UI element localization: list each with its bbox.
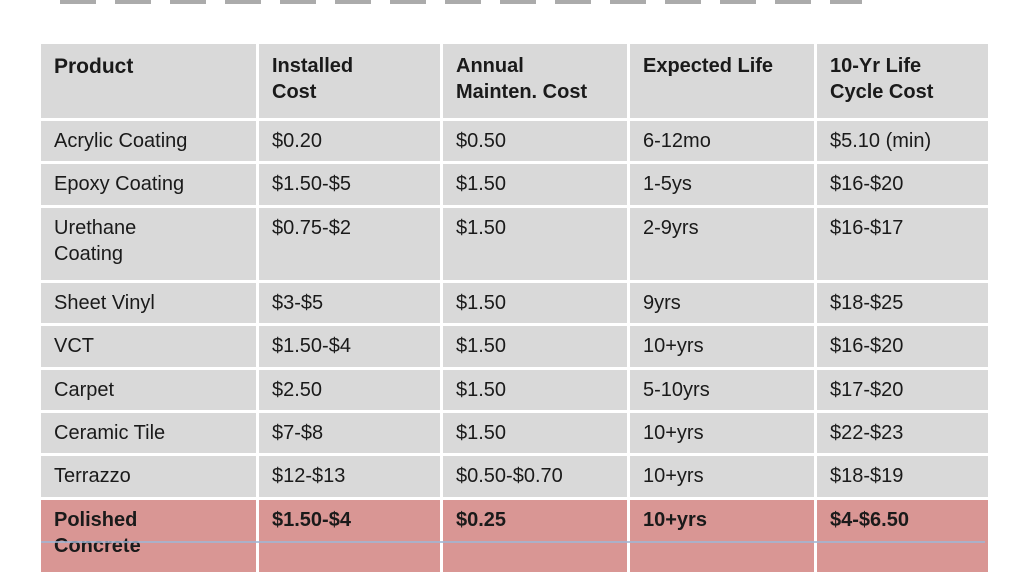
product-name-cell: Epoxy Coating	[38, 161, 259, 208]
value-cell: $1.50	[440, 366, 630, 413]
product-name-cell: Carpet	[38, 366, 259, 413]
value-cell: $18-$25	[814, 279, 991, 327]
value-cell: $12-$13	[256, 453, 443, 500]
table-row-sheet-vinyl: Sheet Vinyl $3-$5 $1.50 9yrs $18-$25	[38, 279, 991, 327]
value-cell: $1.50	[440, 204, 630, 283]
value-cell: $22-$23	[814, 409, 991, 457]
value-cell: $16-$17	[814, 204, 991, 283]
table-row-terrazzo: Terrazzo $12-$13 $0.50-$0.70 10+yrs $18-$19	[38, 453, 991, 500]
header-row: Product Installed Cost Annual Mainten. Cos…	[38, 41, 991, 121]
table-row-acrylic-coating: Acrylic Coating $0.20 $0.50 6-12mo $5.10 (mi…	[38, 117, 991, 165]
table-row-vct: VCT $1.50-$4 $1.50 10+yrs $16-$20	[38, 323, 991, 370]
column-header-expected-life: Expected Life	[627, 41, 817, 121]
value-cell: $1.50	[440, 279, 630, 327]
value-cell: 1-5ys	[627, 161, 817, 208]
value-cell: $1.50-$5	[256, 161, 443, 208]
table-header: Product Installed Cost Annual Mainten. Cos…	[38, 41, 991, 121]
column-header-installed-cost: Installed Cost	[256, 41, 443, 121]
value-cell: $3-$5	[256, 279, 443, 327]
value-cell: $0.25	[440, 496, 630, 575]
product-name-cell: VCT	[38, 323, 259, 370]
table-row-ceramic-tile: Ceramic Tile $7-$8 $1.50 10+yrs $22-$23	[38, 409, 991, 457]
product-name-cell: Terrazzo	[38, 453, 259, 500]
product-name-cell: Acrylic Coating	[38, 117, 259, 165]
value-cell: $16-$20	[814, 323, 991, 370]
product-name-cell: Sheet Vinyl	[38, 279, 259, 327]
value-cell: $18-$19	[814, 453, 991, 500]
value-cell: $1.50-$4	[256, 323, 443, 370]
value-cell: 5-10yrs	[627, 366, 817, 413]
table-row-carpet: Carpet $2.50 $1.50 5-10yrs $17-$20	[38, 366, 991, 413]
table-row-epoxy-coating: Epoxy Coating $1.50-$5 $1.50 1-5ys $16-$20	[38, 161, 991, 208]
value-cell: $0.50-$0.70	[440, 453, 630, 500]
value-cell: $1.50	[440, 161, 630, 208]
value-cell: $5.10 (min)	[814, 117, 991, 165]
product-name-cell: Ceramic Tile	[38, 409, 259, 457]
bottom-accent-line	[41, 541, 985, 543]
value-cell: $0.50	[440, 117, 630, 165]
value-cell: $2.50	[256, 366, 443, 413]
value-cell: 10+yrs	[627, 496, 817, 575]
column-header-product: Product	[38, 41, 259, 121]
value-cell: $17-$20	[814, 366, 991, 413]
column-header-10-yr-life-cycle-cost: 10-Yr Life Cycle Cost	[814, 41, 991, 121]
table-body: Acrylic Coating $0.20 $0.50 6-12mo $5.10 (mi…	[38, 117, 991, 575]
value-cell: $16-$20	[814, 161, 991, 208]
value-cell: $0.75-$2	[256, 204, 443, 283]
value-cell: $4-$6.50	[814, 496, 991, 575]
cropped-title-fragment	[60, 0, 862, 4]
value-cell: 2-9yrs	[627, 204, 817, 283]
value-cell: 10+yrs	[627, 453, 817, 500]
table-row-polished-concrete: Polished Concrete $1.50-$4 $0.25 10+yrs $4-$…	[38, 496, 991, 575]
value-cell: 9yrs	[627, 279, 817, 327]
value-cell: $1.50	[440, 409, 630, 457]
value-cell: 10+yrs	[627, 409, 817, 457]
value-cell: $0.20	[256, 117, 443, 165]
value-cell: $1.50	[440, 323, 630, 370]
table-row-urethane-coating: Urethane Coating $0.75-$2 $1.50 2-9yrs $16-$…	[38, 204, 991, 283]
value-cell: 6-12mo	[627, 117, 817, 165]
value-cell: $1.50-$4	[256, 496, 443, 575]
column-header-annual-mainten-cost: Annual Mainten. Cost	[440, 41, 630, 121]
value-cell: 10+yrs	[627, 323, 817, 370]
product-name-cell: Urethane Coating	[38, 204, 259, 283]
product-name-cell: Polished Concrete	[38, 496, 259, 575]
flooring-cost-comparison-table: Product Installed Cost Annual Mainten. Cos…	[38, 41, 991, 575]
value-cell: $7-$8	[256, 409, 443, 457]
